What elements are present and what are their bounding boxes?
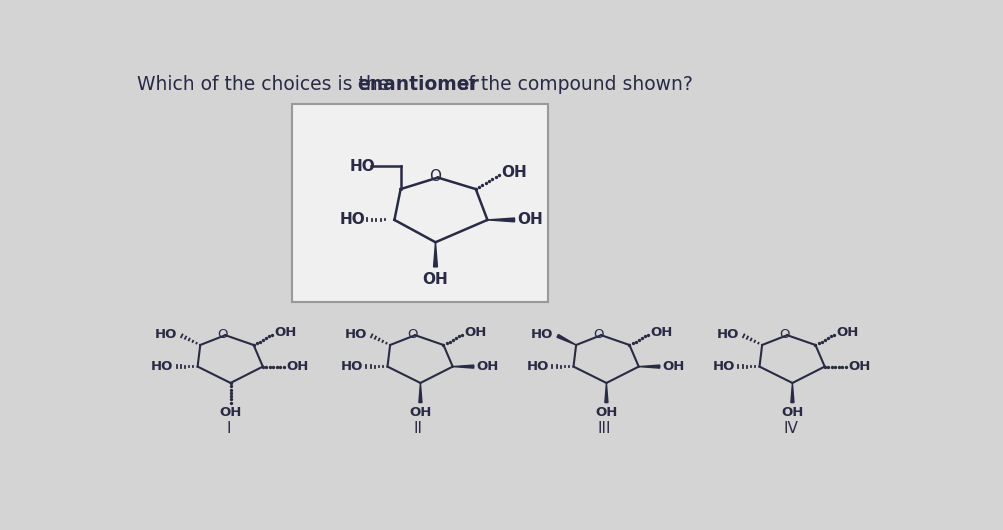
Text: I: I	[226, 421, 231, 437]
Text: O: O	[593, 328, 604, 341]
Text: HO: HO	[339, 213, 365, 227]
Text: O: O	[428, 169, 440, 184]
Text: OH: OH	[422, 271, 448, 287]
Text: OH: OH	[475, 360, 497, 373]
Text: O: O	[407, 328, 417, 341]
Text: OH: OH	[286, 360, 308, 373]
Text: HO: HO	[712, 360, 734, 373]
Text: IV: IV	[782, 421, 797, 437]
Text: HO: HO	[154, 328, 177, 341]
Polygon shape	[486, 218, 515, 222]
Polygon shape	[638, 365, 659, 368]
Text: OH: OH	[848, 360, 870, 373]
Polygon shape	[557, 334, 576, 345]
Text: OH: OH	[463, 326, 486, 340]
Text: O: O	[778, 328, 789, 341]
Text: Which of the choices is the: Which of the choices is the	[137, 75, 395, 94]
Polygon shape	[790, 383, 793, 403]
Text: OH: OH	[835, 326, 858, 340]
Text: OH: OH	[661, 360, 684, 373]
Text: OH: OH	[650, 326, 672, 340]
Text: OH: OH	[500, 165, 527, 180]
Text: OH: OH	[274, 326, 297, 340]
FancyBboxPatch shape	[292, 104, 548, 302]
Text: OH: OH	[595, 405, 617, 419]
Polygon shape	[604, 383, 608, 403]
Text: HO: HO	[716, 328, 738, 341]
Text: III: III	[597, 421, 611, 437]
Text: HO: HO	[344, 328, 367, 341]
Text: II: II	[413, 421, 422, 437]
Text: OH: OH	[409, 405, 431, 419]
Text: HO: HO	[341, 360, 363, 373]
Text: O: O	[218, 328, 228, 341]
Text: HO: HO	[349, 158, 375, 173]
Text: enantiomer: enantiomer	[357, 75, 478, 94]
Text: OH: OH	[517, 213, 542, 227]
Text: OH: OH	[780, 405, 802, 419]
Text: HO: HO	[150, 360, 174, 373]
Polygon shape	[433, 242, 437, 267]
Text: HO: HO	[527, 360, 549, 373]
Text: HO: HO	[531, 328, 553, 341]
Polygon shape	[452, 365, 473, 368]
Text: of the compound shown?: of the compound shown?	[450, 75, 692, 94]
Text: OH: OH	[219, 405, 242, 419]
Polygon shape	[418, 383, 421, 403]
